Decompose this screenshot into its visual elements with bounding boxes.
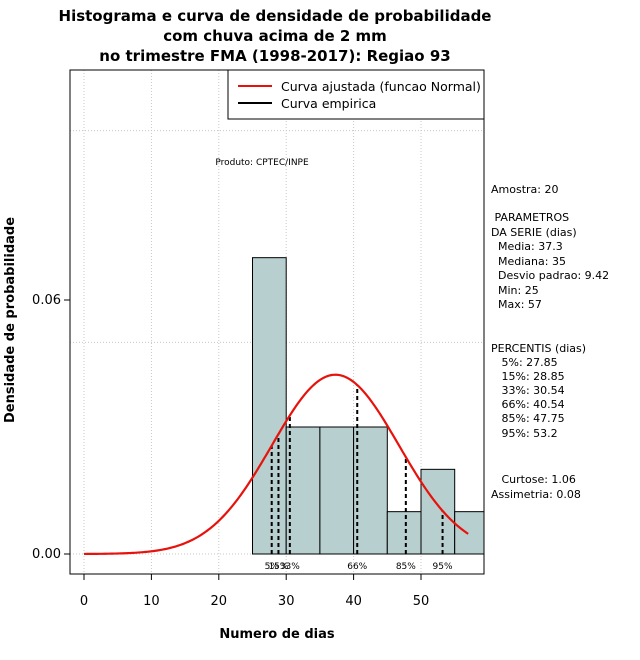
- percentile-axis-label: 33%: [280, 562, 300, 572]
- stats-params-subheading: DA SERIE (dias): [491, 226, 577, 239]
- histogram-bars: [252, 257, 485, 555]
- percentile-axis-label: 5%: [265, 562, 280, 572]
- x-tick-label: 0: [80, 594, 88, 609]
- stats-median: Mediana: 35: [491, 255, 566, 268]
- histogram-bar-3: [319, 426, 355, 555]
- histogram-bar-1: [252, 257, 287, 555]
- normal-curve: [83, 373, 469, 556]
- x-tick-label: 40: [345, 594, 362, 609]
- histogram-bar-4: [353, 426, 388, 555]
- x-axis: 0 10 20 30 40 50: [80, 573, 430, 609]
- legend-box: [227, 69, 485, 120]
- stats-mean: Media: 37.3: [491, 240, 563, 253]
- x-tick-label: 20: [211, 594, 228, 609]
- y-axis-label: Densidade de probabilidade: [3, 217, 18, 423]
- legend-label-normal: Curva ajustada (funcao Normal): [281, 79, 481, 94]
- legend-label-empirical: Curva empirica: [281, 96, 376, 111]
- product-annotation: Produto: CPTEC/INPE: [215, 158, 309, 168]
- stats-panel: Amostra: 20 PARAMETROS DA SERIE (dias) M…: [491, 183, 609, 501]
- y-tick-label: 0.00: [32, 547, 61, 562]
- stats-min: Min: 25: [491, 284, 539, 297]
- x-tick-label: 50: [413, 594, 430, 609]
- histogram-bar-6: [420, 468, 456, 555]
- stats-params-heading: PARAMETROS: [491, 211, 569, 224]
- title-line-1: Histograma e curva de densidade de proba…: [59, 7, 492, 25]
- grid-lines: [70, 70, 484, 574]
- stats-p66: 66%: 40.54: [491, 398, 565, 411]
- stats-p15: 15%: 28.85: [491, 370, 565, 383]
- histogram-bar-5: [386, 511, 422, 555]
- percentile-axis-label: 95%: [433, 562, 453, 572]
- stats-p95: 95%: 53.2: [491, 427, 558, 440]
- y-axis: 0.00 0.06: [32, 293, 71, 562]
- normal-curve-group: [83, 373, 469, 556]
- stats-max: Max: 57: [491, 298, 542, 311]
- percentile-labels: 5%15%33% 66% 85% 95%: [265, 562, 453, 572]
- histogram-bar-7: [454, 511, 485, 555]
- percentile-axis-label: 15%: [268, 562, 288, 572]
- stats-sd: Desvio padrao: 9.42: [491, 269, 609, 282]
- x-tick-label: 10: [143, 594, 160, 609]
- stats-p85: 85%: 47.75: [491, 412, 565, 425]
- stats-skewness: Assimetria: 0.08: [491, 488, 581, 501]
- x-tick-label: 30: [278, 594, 295, 609]
- y-tick-label: 0.06: [32, 293, 61, 308]
- stats-sample: Amostra: 20: [491, 183, 558, 196]
- title-line-3: no trimestre FMA (1998-2017): Regiao 93: [99, 47, 450, 65]
- chart-title: Histograma e curva de densidade de proba…: [59, 7, 492, 65]
- title-line-2: com chuva acima de 2 mm: [163, 27, 387, 45]
- percentile-axis-label: 85%: [396, 562, 416, 572]
- percentile-axis-label: 66%: [347, 562, 367, 572]
- histogram-bar-2: [285, 426, 321, 555]
- stats-p33: 33%: 30.54: [491, 384, 565, 397]
- stats-p5: 5%: 27.85: [491, 356, 558, 369]
- legend: Curva ajustada (funcao Normal) Curva emp…: [227, 69, 485, 120]
- x-axis-label: Numero de dias: [219, 627, 335, 642]
- stats-kurtosis: Curtose: 1.06: [491, 473, 576, 486]
- percentile-lines: [270, 385, 444, 554]
- stats-percentiles-heading: PERCENTIS (dias): [491, 342, 586, 355]
